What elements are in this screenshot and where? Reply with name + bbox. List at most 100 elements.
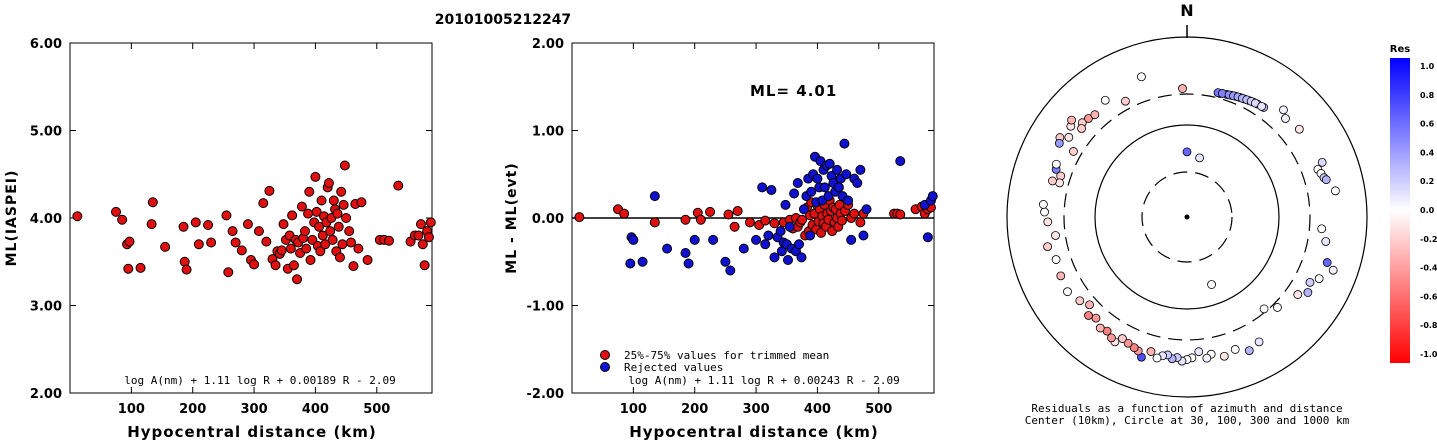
data-point xyxy=(757,182,768,193)
station-marker xyxy=(1195,153,1204,163)
data-point xyxy=(285,243,296,254)
data-point xyxy=(393,180,404,191)
colorbar-tick-label: -1.0 xyxy=(1420,350,1437,359)
x-axis-label: Hypocentral distance (km) xyxy=(629,423,879,441)
data-point xyxy=(190,217,201,228)
station-marker xyxy=(1194,347,1204,357)
data-point xyxy=(307,234,318,245)
data-point xyxy=(236,245,247,256)
x-tick-label: 100 xyxy=(118,402,145,417)
data-point xyxy=(858,230,869,241)
data-point xyxy=(797,214,808,225)
data-point xyxy=(287,210,298,221)
station-marker xyxy=(1090,110,1100,120)
figure-title: 20101005212247 xyxy=(435,12,571,28)
y-tick-label: -1.00 xyxy=(527,300,564,315)
x-tick-label: 100 xyxy=(620,402,647,417)
data-point xyxy=(861,204,872,215)
caption-line2: Center (10km), Circle at 30, 100, 300 an… xyxy=(1025,414,1350,427)
y-tick-label: 5.00 xyxy=(30,125,62,140)
station-marker xyxy=(1054,138,1064,148)
station-marker xyxy=(1273,303,1282,312)
data-point xyxy=(769,218,780,229)
data-point xyxy=(895,156,906,167)
station-marker xyxy=(1281,114,1290,123)
data-point xyxy=(927,191,938,202)
data-point xyxy=(812,173,823,184)
station-marker xyxy=(1146,347,1156,356)
data-point xyxy=(253,226,264,237)
data-point xyxy=(356,197,367,208)
data-point xyxy=(203,220,214,230)
station-marker xyxy=(1048,176,1057,186)
station-marker xyxy=(1095,323,1105,333)
data-point xyxy=(299,226,310,237)
station-marker xyxy=(1069,147,1078,156)
distance-circle xyxy=(1063,93,1311,341)
x-tick-label: 300 xyxy=(240,402,267,417)
data-point xyxy=(680,214,691,225)
station-marker xyxy=(1321,237,1331,246)
data-point xyxy=(206,237,217,248)
data-point xyxy=(261,236,272,247)
station-marker xyxy=(1064,132,1074,142)
data-point xyxy=(423,232,434,243)
data-point xyxy=(922,232,933,243)
station-marker xyxy=(1207,280,1216,289)
legend: 25%-75% values for trimmed mean Rejected… xyxy=(600,349,829,374)
data-point xyxy=(301,243,312,254)
station-marker xyxy=(1077,124,1086,133)
data-point xyxy=(708,234,719,245)
data-point xyxy=(649,217,660,228)
data-point xyxy=(792,178,803,188)
station-marker xyxy=(1303,288,1313,297)
data-point xyxy=(819,182,830,193)
data-point xyxy=(303,208,314,219)
data-point xyxy=(325,226,336,237)
data-point xyxy=(305,255,316,265)
data-point xyxy=(384,235,395,246)
y-axis-label: ML(IASPEI) xyxy=(4,170,20,267)
data-point xyxy=(769,252,780,263)
y-tick-label: 6.00 xyxy=(30,37,62,52)
data-point xyxy=(338,199,349,210)
colorbar-tick-label: 0.2 xyxy=(1420,177,1434,186)
formula-label: log A(nm) + 1.11 log R + 0.00189 R - 2.0… xyxy=(124,374,396,387)
y-tick-label: 2.00 xyxy=(532,37,564,52)
station-marker xyxy=(1121,96,1130,106)
data-point xyxy=(766,185,777,195)
data-point xyxy=(117,214,128,225)
data-point xyxy=(328,195,339,206)
data-point xyxy=(314,221,325,232)
colorbar-tick-label: 1.0 xyxy=(1420,62,1435,71)
residual-vs-distance-chart: ML= 4.01 25%-75% values for trimmed mean… xyxy=(504,37,938,441)
station-marker xyxy=(1038,200,1048,209)
x-tick-label: 500 xyxy=(865,402,892,417)
legend-marker-rejected xyxy=(600,362,610,372)
station-marker xyxy=(1254,337,1264,347)
station-marker xyxy=(1330,186,1340,196)
station-marker xyxy=(1075,296,1085,306)
data-point xyxy=(849,208,860,219)
legend-label-rejected: Rejected values xyxy=(624,361,723,374)
distance-circle xyxy=(1094,124,1280,310)
x-tick-label: 200 xyxy=(179,402,206,417)
data-point xyxy=(362,255,373,265)
data-point xyxy=(296,201,307,212)
data-point xyxy=(796,252,807,263)
y-tick-label: 0.00 xyxy=(532,212,564,227)
station-marker xyxy=(1178,84,1187,93)
data-point xyxy=(689,234,700,245)
data-point xyxy=(649,191,660,202)
data-point xyxy=(705,206,716,217)
data-point xyxy=(415,219,426,230)
distance-circle xyxy=(1141,171,1233,263)
colorbar-tick-label: -0.2 xyxy=(1420,235,1437,244)
data-point xyxy=(794,239,805,250)
x-tick-label: 400 xyxy=(804,402,831,417)
station-marker xyxy=(1317,224,1327,234)
data-point xyxy=(425,217,436,228)
colorbar xyxy=(1390,58,1410,363)
data-point xyxy=(135,262,146,273)
data-point xyxy=(146,219,157,230)
